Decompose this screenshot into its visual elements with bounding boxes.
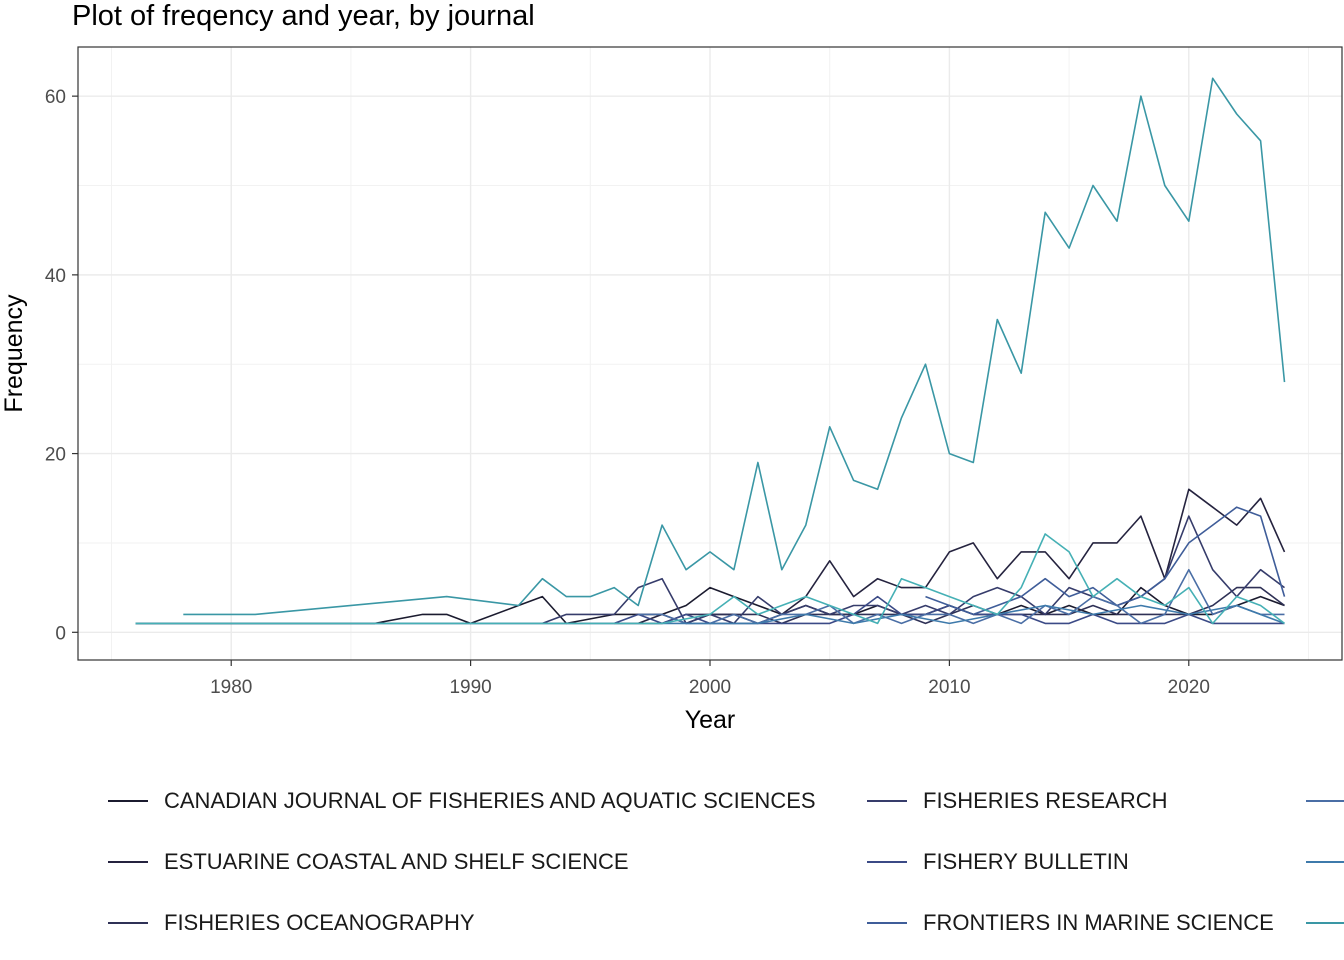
- legend-key-line: [867, 922, 907, 924]
- x-tick-label: 2010: [928, 677, 970, 698]
- x-axis-title: Year: [685, 706, 736, 734]
- legend-item: FISHERIES OCEANOGRAPHY: [108, 908, 475, 938]
- legend-key-line: [108, 922, 148, 924]
- x-tick-label: 2000: [689, 677, 731, 698]
- series-line-2: [637, 488, 1286, 625]
- series-line-10: [135, 533, 1285, 625]
- legend-item: FRONTIERS IN MARINE SCIENCE: [867, 908, 1274, 938]
- legend-key-line: [867, 861, 907, 863]
- legend-label: ESTUARINE COASTAL AND SHELF SCIENCE: [164, 849, 629, 874]
- legend-item: CANADIAN JOURNAL OF FISHERIES AND AQUATI…: [108, 786, 816, 816]
- series-line-6: [925, 506, 1286, 616]
- line-chart: 1980 1990 2000 2010 2020 0 20 40 60 Year Freque…: [0, 46, 1343, 734]
- grid-lines: [78, 47, 1342, 660]
- y-tick-label: 40: [45, 266, 66, 287]
- legend-item: FISHERY BULLETIN: [867, 847, 1129, 877]
- legend-key-line: [867, 800, 907, 802]
- legend-label: FISHERY BULLETIN: [923, 849, 1129, 874]
- y-tick-label: 20: [45, 445, 66, 466]
- legend-key-line: [108, 800, 148, 802]
- x-tick-label: 1980: [210, 677, 252, 698]
- y-axis-ticks: 0 20 40 60: [45, 87, 78, 644]
- legend-item: [1306, 908, 1344, 938]
- legend-label: FISHERIES RESEARCH: [923, 788, 1168, 813]
- legend-item: [1306, 847, 1344, 877]
- legend-label: FISHERIES OCEANOGRAPHY: [164, 910, 475, 935]
- legend-label: CANADIAN JOURNAL OF FISHERIES AND AQUATI…: [164, 788, 816, 813]
- x-axis-ticks: 1980 1990 2000 2010 2020: [210, 660, 1210, 698]
- series-line-8: [662, 604, 1285, 625]
- legend-key-line: [1306, 922, 1344, 924]
- legend-label: FRONTIERS IN MARINE SCIENCE: [923, 910, 1274, 935]
- series-lines: [135, 77, 1286, 625]
- x-tick-label: 2020: [1168, 677, 1210, 698]
- legend-item: ESTUARINE COASTAL AND SHELF SCIENCE: [108, 847, 629, 877]
- chart-title: Plot of freqency and year, by journal: [72, 0, 535, 32]
- y-tick-label: 0: [55, 623, 66, 644]
- legend-item: FISHERIES RESEARCH: [867, 786, 1168, 816]
- legend-key-line: [1306, 861, 1344, 863]
- legend-item: [1306, 786, 1344, 816]
- y-tick-label: 60: [45, 87, 66, 108]
- x-tick-label: 1990: [449, 677, 491, 698]
- legend-key-line: [1306, 800, 1344, 802]
- series-line-9: [183, 77, 1286, 616]
- legend-key-line: [108, 861, 148, 863]
- series-line-7: [638, 568, 1285, 625]
- y-axis-title: Frequency: [0, 294, 28, 413]
- series-line-4: [542, 515, 1285, 625]
